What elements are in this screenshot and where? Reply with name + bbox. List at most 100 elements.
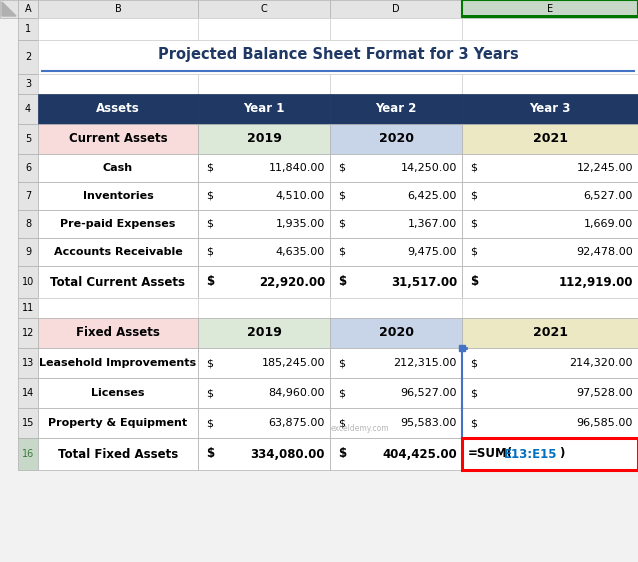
Text: 2019: 2019 <box>246 327 281 339</box>
Text: 112,919.00: 112,919.00 <box>558 275 633 288</box>
Text: exceldemy.com: exceldemy.com <box>330 424 389 433</box>
Bar <box>462 74 638 94</box>
Bar <box>38 408 198 438</box>
Bar <box>38 74 198 94</box>
Text: $: $ <box>206 418 213 428</box>
Text: 3: 3 <box>25 79 31 89</box>
Bar <box>198 18 330 40</box>
Text: B: B <box>115 4 121 14</box>
Bar <box>198 378 330 408</box>
Bar <box>198 154 330 182</box>
Text: 92,478.00: 92,478.00 <box>576 247 633 257</box>
Bar <box>330 378 462 408</box>
Bar <box>330 408 462 438</box>
Text: 16: 16 <box>22 449 34 459</box>
Text: 22,920.00: 22,920.00 <box>259 275 325 288</box>
Text: Total Fixed Assets: Total Fixed Assets <box>58 447 178 460</box>
Bar <box>462 298 638 318</box>
Text: Licenses: Licenses <box>91 388 145 398</box>
Text: $: $ <box>470 388 477 398</box>
Bar <box>198 210 330 238</box>
Text: 6: 6 <box>25 163 31 173</box>
Bar <box>330 182 462 210</box>
Text: Property & Equipment: Property & Equipment <box>48 418 188 428</box>
Bar <box>462 238 638 266</box>
Bar <box>198 238 330 266</box>
Bar <box>330 266 462 298</box>
Text: 5: 5 <box>25 134 31 144</box>
Text: 334,080.00: 334,080.00 <box>251 447 325 460</box>
Bar <box>462 378 638 408</box>
Text: 2019: 2019 <box>246 133 281 146</box>
Bar <box>198 182 330 210</box>
Text: $: $ <box>338 219 345 229</box>
Text: 12: 12 <box>22 328 34 338</box>
Bar <box>462 182 638 210</box>
Bar <box>198 438 330 470</box>
Bar <box>18 318 38 348</box>
Bar <box>462 438 638 470</box>
Text: E13:E15: E13:E15 <box>504 447 558 460</box>
Text: $: $ <box>470 219 477 229</box>
Text: 404,425.00: 404,425.00 <box>382 447 457 460</box>
Bar <box>18 408 38 438</box>
Bar <box>330 94 462 124</box>
Bar <box>18 182 38 210</box>
Bar <box>462 15 638 18</box>
Bar <box>38 124 198 154</box>
Text: 97,528.00: 97,528.00 <box>576 388 633 398</box>
Bar <box>462 438 638 470</box>
Text: $: $ <box>338 447 346 460</box>
Text: $: $ <box>338 275 346 288</box>
Text: 84,960.00: 84,960.00 <box>269 388 325 398</box>
Text: 96,585.00: 96,585.00 <box>577 418 633 428</box>
Bar <box>38 298 198 318</box>
Bar <box>330 318 462 348</box>
Bar <box>38 266 198 298</box>
Bar <box>330 74 462 94</box>
Text: 8: 8 <box>25 219 31 229</box>
Text: 4,510.00: 4,510.00 <box>276 191 325 201</box>
Text: 1,367.00: 1,367.00 <box>408 219 457 229</box>
Bar <box>198 318 330 348</box>
Bar <box>38 0 198 18</box>
Text: Current Assets: Current Assets <box>69 133 167 146</box>
Text: Year 2: Year 2 <box>375 102 417 116</box>
Text: $: $ <box>470 275 478 288</box>
Text: 12,245.00: 12,245.00 <box>577 163 633 173</box>
Bar <box>18 0 38 18</box>
Bar <box>38 210 198 238</box>
Text: $: $ <box>206 219 213 229</box>
Bar <box>38 318 198 348</box>
Bar <box>38 18 198 40</box>
Text: $: $ <box>470 247 477 257</box>
Bar <box>18 438 38 470</box>
Bar <box>198 348 330 378</box>
Text: 1,669.00: 1,669.00 <box>584 219 633 229</box>
Text: $: $ <box>206 247 213 257</box>
Text: Accounts Receivable: Accounts Receivable <box>54 247 182 257</box>
Bar <box>330 210 462 238</box>
Bar <box>18 348 38 378</box>
Text: $: $ <box>470 163 477 173</box>
Text: $: $ <box>206 163 213 173</box>
Bar <box>198 0 330 18</box>
Text: 2021: 2021 <box>533 327 567 339</box>
Bar <box>18 210 38 238</box>
Bar <box>198 408 330 438</box>
Text: 2020: 2020 <box>378 133 413 146</box>
Bar <box>18 266 38 298</box>
Text: 7: 7 <box>25 191 31 201</box>
Text: 9: 9 <box>25 247 31 257</box>
Bar <box>462 94 638 124</box>
Bar <box>18 18 38 40</box>
Text: $: $ <box>338 163 345 173</box>
Bar <box>462 348 638 378</box>
Text: 2021: 2021 <box>533 133 567 146</box>
Bar <box>330 18 462 40</box>
Bar <box>330 0 462 18</box>
Bar <box>462 408 638 438</box>
Bar <box>462 210 638 238</box>
Text: 1,935.00: 1,935.00 <box>276 219 325 229</box>
Bar <box>459 345 465 351</box>
